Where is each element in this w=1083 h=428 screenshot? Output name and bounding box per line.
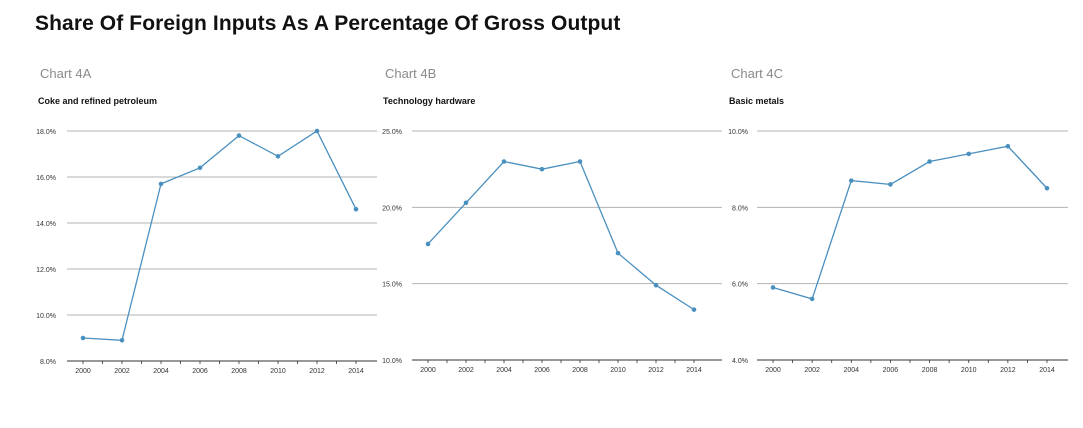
x-tick-label: 2000 bbox=[75, 368, 91, 375]
data-point bbox=[577, 159, 583, 164]
series-line bbox=[772, 145, 1048, 300]
data-point bbox=[275, 154, 281, 159]
y-tick-label: 25.0% bbox=[382, 129, 402, 136]
y-tick-label: 10.0% bbox=[728, 129, 748, 136]
y-tick-label: 14.0% bbox=[36, 221, 56, 228]
x-tick-label: 2014 bbox=[348, 368, 364, 375]
x-tick-label: 2000 bbox=[420, 367, 436, 374]
y-tick-label: 20.0% bbox=[382, 205, 402, 212]
data-point bbox=[1044, 185, 1050, 191]
data-point bbox=[119, 338, 125, 343]
data-point bbox=[927, 159, 932, 164]
chart-4a-label: Chart 4A bbox=[40, 66, 92, 81]
y-tick-label: 6.0% bbox=[732, 282, 748, 289]
data-point bbox=[236, 133, 242, 138]
x-tick-label: 2006 bbox=[534, 367, 550, 374]
data-point bbox=[1005, 143, 1011, 149]
data-point bbox=[770, 285, 776, 290]
data-point bbox=[314, 128, 320, 134]
data-point bbox=[848, 178, 854, 183]
y-tick-label: 10.0% bbox=[36, 313, 56, 320]
series-line bbox=[82, 130, 357, 341]
x-tick-label: 2012 bbox=[309, 368, 325, 375]
chart-4a-subtitle: Coke and refined petroleum bbox=[38, 96, 158, 106]
x-tick-label: 2004 bbox=[153, 368, 169, 375]
y-tick-label: 10.0% bbox=[382, 358, 402, 365]
data-point bbox=[197, 165, 203, 171]
x-tick-label: 2002 bbox=[804, 367, 820, 374]
y-tick-label: 15.0% bbox=[382, 282, 402, 289]
x-tick-label: 2010 bbox=[961, 367, 977, 374]
y-tick-label: 12.0% bbox=[36, 267, 56, 274]
data-point bbox=[966, 151, 972, 157]
page-title: Share Of Foreign Inputs As A Percentage … bbox=[35, 12, 621, 35]
data-point bbox=[353, 206, 359, 212]
x-tick-label: 2014 bbox=[1039, 367, 1055, 374]
data-point bbox=[501, 159, 507, 164]
y-tick-label: 8.0% bbox=[40, 359, 56, 366]
chart-4b-label: Chart 4B bbox=[385, 66, 437, 81]
x-tick-label: 2006 bbox=[192, 368, 208, 375]
x-tick-label: 2004 bbox=[496, 367, 512, 374]
data-point bbox=[615, 250, 621, 256]
y-tick-label: 4.0% bbox=[732, 358, 748, 365]
series-line bbox=[427, 160, 695, 311]
x-tick-label: 2002 bbox=[458, 367, 474, 374]
x-tick-label: 2008 bbox=[922, 367, 938, 374]
x-tick-label: 2002 bbox=[114, 368, 130, 375]
x-tick-label: 2006 bbox=[883, 367, 899, 374]
chart-4c-subtitle: Basic metals bbox=[729, 96, 785, 106]
x-tick-label: 2014 bbox=[686, 367, 702, 374]
data-point bbox=[888, 182, 893, 187]
data-point bbox=[80, 335, 86, 341]
x-tick-label: 2012 bbox=[1000, 367, 1016, 374]
data-point bbox=[158, 181, 164, 187]
x-tick-label: 2000 bbox=[765, 367, 781, 374]
x-tick-label: 2010 bbox=[610, 367, 626, 374]
x-tick-label: 2012 bbox=[648, 367, 664, 374]
chart-4c-label: Chart 4C bbox=[731, 66, 784, 81]
x-tick-label: 2008 bbox=[231, 368, 247, 375]
y-tick-label: 8.0% bbox=[732, 205, 748, 212]
data-point bbox=[463, 200, 469, 206]
x-tick-label: 2008 bbox=[572, 367, 588, 374]
data-point bbox=[691, 307, 697, 312]
data-point bbox=[425, 241, 431, 247]
x-tick-label: 2010 bbox=[270, 368, 286, 375]
data-point bbox=[809, 296, 815, 302]
chart-4b-subtitle: Technology hardware bbox=[383, 96, 476, 106]
data-point bbox=[539, 166, 545, 172]
y-tick-label: 18.0% bbox=[36, 129, 56, 136]
y-tick-label: 16.0% bbox=[36, 175, 56, 182]
x-tick-label: 2004 bbox=[843, 367, 859, 374]
data-point bbox=[653, 282, 659, 288]
